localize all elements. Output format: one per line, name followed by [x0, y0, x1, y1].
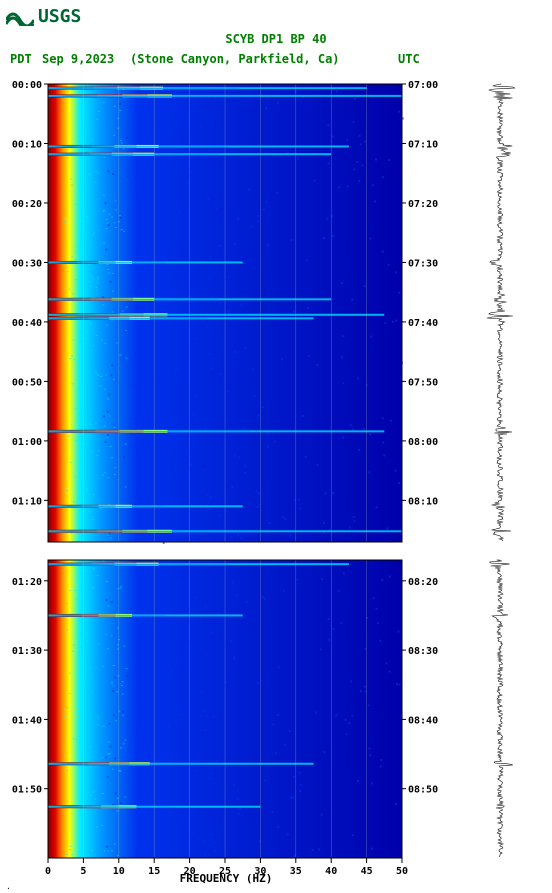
svg-text:07:30: 07:30 [408, 258, 438, 269]
svg-text:08:40: 08:40 [408, 715, 438, 726]
svg-text:00:10: 00:10 [12, 139, 42, 150]
x-axis-title: FREQUENCY (HZ) [0, 872, 452, 885]
svg-text:08:20: 08:20 [408, 577, 438, 588]
svg-text:00:50: 00:50 [12, 377, 42, 388]
svg-text:07:50: 07:50 [408, 377, 438, 388]
svg-text:01:00: 01:00 [12, 437, 42, 448]
svg-text:07:20: 07:20 [408, 199, 438, 210]
svg-text:01:30: 01:30 [12, 646, 42, 657]
svg-text:01:50: 01:50 [12, 785, 42, 796]
svg-text:00:40: 00:40 [12, 318, 42, 329]
spectrogram-plot: 00:00 00:10 00:20 00:30 00:40 00:50 01:00 01:10… [0, 0, 552, 893]
svg-text:08:10: 08:10 [408, 496, 438, 507]
svg-text:08:50: 08:50 [408, 785, 438, 796]
svg-text:07:00: 07:00 [408, 80, 438, 91]
svg-text:07:10: 07:10 [408, 139, 438, 150]
svg-text:01:40: 01:40 [12, 715, 42, 726]
footer-mark: . [6, 882, 11, 891]
svg-text:00:00: 00:00 [12, 80, 42, 91]
svg-text:00:30: 00:30 [12, 258, 42, 269]
svg-text:08:30: 08:30 [408, 646, 438, 657]
svg-text:01:10: 01:10 [12, 496, 42, 507]
svg-text:01:20: 01:20 [12, 577, 42, 588]
svg-text:07:40: 07:40 [408, 318, 438, 329]
svg-text:00:20: 00:20 [12, 199, 42, 210]
svg-text:08:00: 08:00 [408, 437, 438, 448]
